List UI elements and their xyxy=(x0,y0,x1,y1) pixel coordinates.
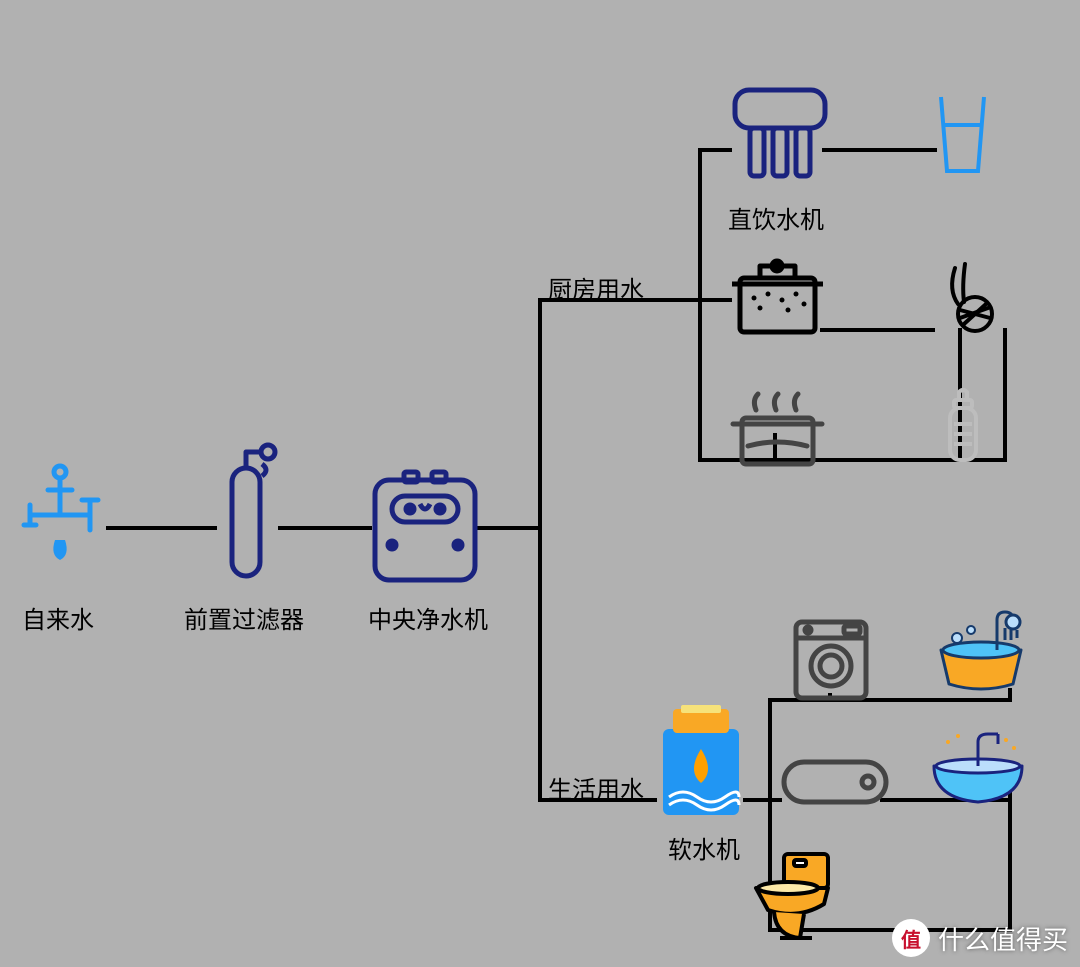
flow-edges xyxy=(0,0,1080,967)
prefilter-icon xyxy=(220,440,280,595)
water-softener-icon xyxy=(655,705,747,825)
bathtub-icon xyxy=(935,606,1027,703)
ro-label: 直饮水机 xyxy=(728,200,824,235)
vegetable-icon xyxy=(930,260,1000,340)
sink-icon xyxy=(928,730,1028,815)
tap-icon xyxy=(20,460,120,575)
living-label: 生活用水 xyxy=(548,770,644,805)
steam-pot-icon xyxy=(730,390,825,475)
toilet-icon xyxy=(750,850,835,950)
watermark-text: 什么值得买 xyxy=(938,920,1068,957)
ro-filter-icon xyxy=(730,85,830,190)
softener-label: 软水机 xyxy=(668,830,740,865)
water-heater-icon xyxy=(780,758,890,813)
prefilter-label: 前置过滤器 xyxy=(184,600,304,635)
central-label: 中央净水机 xyxy=(368,600,488,635)
baby-bottle-icon xyxy=(942,388,984,471)
cooking-pot-icon xyxy=(730,260,825,345)
watermark: 值 什么值得买 xyxy=(892,919,1068,957)
tap-label: 自来水 xyxy=(22,600,94,635)
washing-machine-icon xyxy=(792,618,870,708)
watermark-badge: 值 xyxy=(892,919,930,957)
central-purifier-icon xyxy=(370,470,480,590)
kitchen-label: 厨房用水 xyxy=(548,270,644,305)
glass-icon xyxy=(935,95,990,180)
